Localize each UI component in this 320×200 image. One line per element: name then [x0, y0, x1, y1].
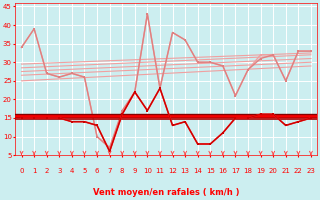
X-axis label: Vent moyen/en rafales ( km/h ): Vent moyen/en rafales ( km/h )	[93, 188, 239, 197]
